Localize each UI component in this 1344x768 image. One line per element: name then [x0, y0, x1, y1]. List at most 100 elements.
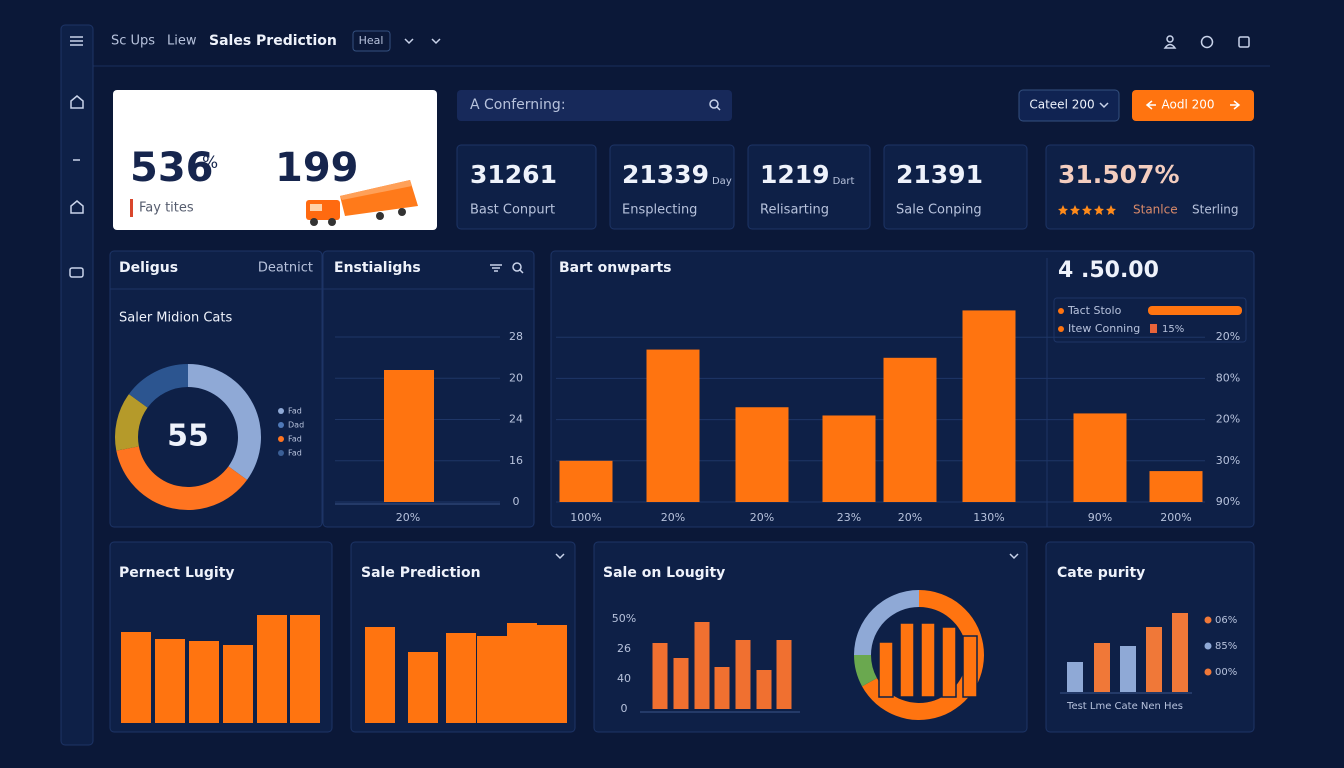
legend-label: Tact Stolo [1067, 304, 1122, 317]
panel-title: Cate purity [1057, 565, 1145, 581]
y-tick-label: 26 [617, 642, 631, 655]
cancel-button[interactable] [1018, 89, 1120, 122]
kpi-card [883, 144, 1028, 230]
legend-dot [278, 408, 284, 414]
doc-icon[interactable] [1238, 36, 1250, 48]
y-tick-label: 20% [1216, 413, 1240, 426]
legend-bar [1148, 306, 1242, 315]
search-box[interactable] [457, 90, 732, 121]
donut-segment [188, 364, 261, 480]
chevron[interactable] [1099, 102, 1109, 109]
donut-segment [115, 394, 148, 451]
bar [883, 357, 937, 502]
hero-accent [130, 199, 133, 217]
bar [694, 622, 710, 709]
bar [646, 349, 700, 502]
legend-label: 85% [1215, 641, 1237, 652]
bar [537, 625, 567, 723]
chevron[interactable] [555, 553, 565, 560]
inset-bar [941, 626, 957, 698]
kpi-value: 1219 [760, 160, 830, 189]
x-tick-label: 20% [661, 511, 685, 524]
y-tick-label: 0 [513, 495, 520, 508]
bar [507, 623, 537, 723]
legend-label: 00% [1215, 667, 1237, 678]
legend-dot [1204, 616, 1212, 624]
chart-caption: Test Lme Cate Nen Hes [1066, 701, 1183, 712]
panel-subtitle: Saler Midion Cats [119, 311, 232, 326]
nav-icon[interactable] [69, 267, 84, 278]
bar [776, 640, 792, 709]
bar [1120, 646, 1136, 692]
y-tick-label: 16 [509, 454, 523, 467]
y-tick-label: 24 [509, 413, 523, 426]
y-tick-label: 50% [612, 612, 636, 625]
user-icon[interactable] [1163, 35, 1177, 49]
nav-link: Sc Ups [111, 34, 155, 49]
x-tick-label: 130% [973, 511, 1004, 524]
bar [189, 641, 219, 723]
rating-stars [1058, 205, 1116, 215]
legend-note: 15% [1162, 324, 1184, 335]
chevron[interactable] [1009, 553, 1019, 560]
nav-icon[interactable] [70, 200, 84, 214]
legend-label: 06% [1215, 615, 1237, 626]
kpi-card [609, 144, 735, 230]
bar [822, 415, 876, 502]
hero-metric: 199 [275, 145, 359, 191]
bar [756, 670, 772, 709]
kpi-label: Sterling [1192, 203, 1239, 217]
legend-dot [1058, 308, 1064, 314]
filter-icon[interactable] [490, 264, 502, 272]
bar [223, 645, 253, 723]
chevron[interactable] [404, 38, 414, 45]
select-box[interactable] [352, 30, 391, 52]
bar [446, 633, 476, 723]
y-tick-label: 20% [1216, 330, 1240, 343]
bar [257, 615, 287, 723]
search-icon[interactable] [512, 262, 524, 274]
y-tick-label: 20 [509, 371, 523, 384]
panel-title: Pernect Lugity [119, 565, 235, 581]
kpi-unit: Day [712, 176, 732, 187]
page-title: Sales Prediction [209, 33, 337, 49]
clock-icon[interactable] [1200, 35, 1214, 49]
menu-icon[interactable] [70, 36, 83, 46]
y-tick-label: 0 [621, 702, 628, 715]
kpi-unit: Dart [833, 176, 855, 187]
bar [384, 370, 434, 502]
panel-title: Enstialighs [334, 260, 421, 276]
legend-label: Itew Conning [1068, 322, 1140, 335]
x-tick-label: 100% [570, 511, 601, 524]
add-button[interactable] [1132, 90, 1254, 121]
x-tick-label: 23% [837, 511, 861, 524]
bar [1146, 627, 1162, 692]
legend-label: Fad [288, 407, 302, 416]
inset-bar [899, 622, 915, 698]
home-icon[interactable] [70, 95, 84, 109]
donut-center: 55 [167, 419, 209, 454]
kpi-label: Ensplecting [622, 203, 697, 218]
sidebar [60, 24, 94, 746]
search-icon[interactable] [709, 99, 721, 111]
kpi-card [747, 144, 871, 230]
donut-segment [116, 446, 248, 511]
bar [408, 652, 438, 723]
y-tick-label: 80% [1216, 371, 1240, 384]
y-tick-label: 28 [509, 330, 523, 343]
chevron[interactable] [431, 38, 441, 45]
bar [673, 658, 689, 709]
legend-dot [278, 422, 284, 428]
legend-swatch [1150, 324, 1157, 333]
x-tick-label: 200% [1160, 511, 1191, 524]
inset-bar [920, 622, 936, 698]
legend-dot [1058, 326, 1064, 332]
bar [1073, 413, 1127, 502]
legend-label: Fad [288, 449, 302, 458]
legend-dot [1204, 668, 1212, 676]
nav-link: Liew [167, 34, 197, 49]
panel-action: Deatnict [258, 261, 313, 276]
inset-bar [878, 641, 894, 698]
arrow-icon [1230, 100, 1241, 110]
